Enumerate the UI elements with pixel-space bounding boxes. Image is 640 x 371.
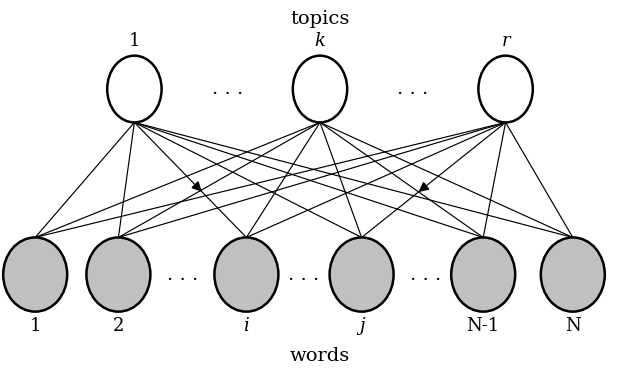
Ellipse shape	[3, 237, 67, 312]
Text: 1: 1	[129, 32, 140, 50]
Text: N-1: N-1	[467, 317, 500, 335]
Text: r: r	[501, 32, 510, 50]
Ellipse shape	[541, 237, 605, 312]
Text: . . .: . . .	[167, 266, 198, 283]
Ellipse shape	[214, 237, 278, 312]
Text: j: j	[359, 317, 364, 335]
Text: . . .: . . .	[212, 80, 243, 98]
Text: topics: topics	[291, 10, 349, 27]
Text: . . .: . . .	[410, 266, 441, 283]
Ellipse shape	[451, 237, 515, 312]
Text: i: i	[244, 317, 249, 335]
Ellipse shape	[86, 237, 150, 312]
Text: . . .: . . .	[289, 266, 319, 283]
Text: k: k	[315, 32, 325, 50]
Text: 1: 1	[29, 317, 41, 335]
Text: N: N	[565, 317, 580, 335]
Ellipse shape	[330, 237, 394, 312]
Text: 2: 2	[113, 317, 124, 335]
Text: words: words	[290, 347, 350, 365]
Ellipse shape	[293, 56, 347, 122]
Ellipse shape	[108, 56, 162, 122]
Ellipse shape	[479, 56, 533, 122]
Text: . . .: . . .	[397, 80, 428, 98]
